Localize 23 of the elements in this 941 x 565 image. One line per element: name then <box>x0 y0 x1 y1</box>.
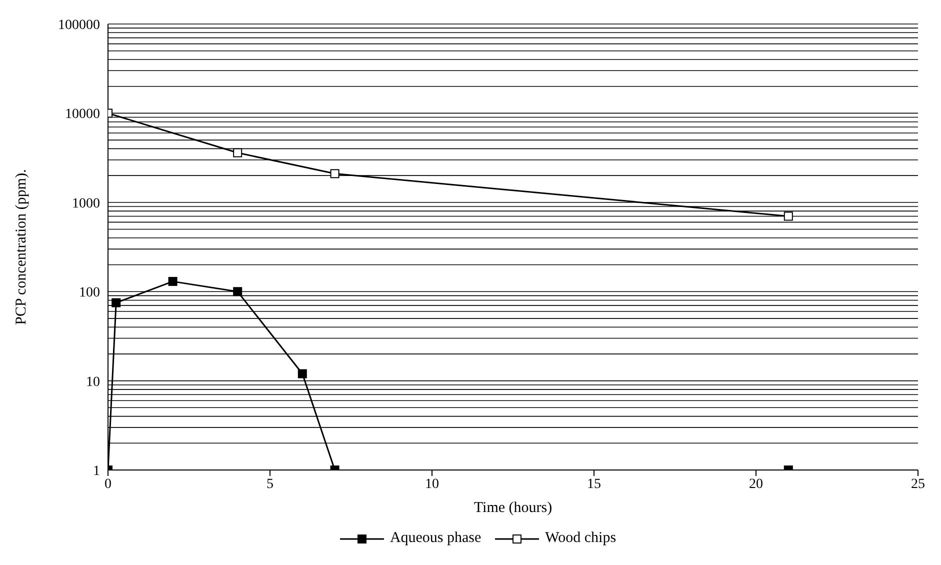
x-axis-title: Time (hours) <box>474 500 552 516</box>
point <box>233 148 242 158</box>
y-axis-title: PCP concentration (ppm). <box>13 169 30 325</box>
x-tick-label: 25 <box>911 476 925 492</box>
y-tick-label: 1000 <box>72 196 100 212</box>
y-tick-label: 1 <box>93 464 100 479</box>
point <box>233 287 242 296</box>
y-tick-label: 10000 <box>65 107 100 122</box>
legend-label: Aqueous phase <box>390 530 482 547</box>
x-tick-label: 15 <box>587 476 601 492</box>
point <box>330 169 340 178</box>
legend-label: Wood chips <box>545 530 616 547</box>
x-tick-label: 20 <box>749 476 763 492</box>
point <box>298 369 307 378</box>
x-tick-label: 10 <box>425 476 439 492</box>
y-tick-label: 100 <box>79 286 100 301</box>
x-tick-label: 5 <box>266 476 274 492</box>
point <box>784 212 793 221</box>
point <box>168 276 178 286</box>
x-tick-label: 0 <box>104 476 112 492</box>
point <box>112 298 121 308</box>
y-tick-label: 100000 <box>58 18 100 33</box>
y-tick-label: 10 <box>86 374 100 390</box>
